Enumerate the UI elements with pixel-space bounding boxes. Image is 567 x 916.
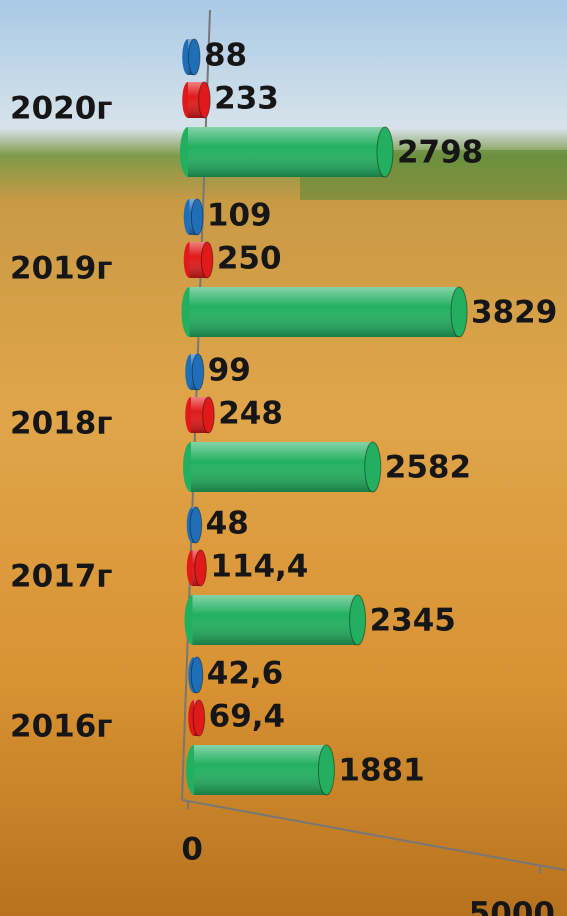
bar — [183, 198, 204, 236]
x-tick-label: 0 — [181, 832, 203, 868]
bar-cap — [190, 656, 204, 694]
bar-cap — [192, 699, 206, 737]
value-label: 48 — [206, 506, 249, 542]
value-label: 42,6 — [207, 656, 284, 692]
bar — [183, 441, 382, 493]
bar-shade — [192, 595, 358, 645]
value-label: 248 — [218, 396, 283, 432]
bar-cap — [189, 506, 203, 544]
value-label: 2798 — [397, 135, 483, 171]
category-label: 2019г — [10, 251, 112, 287]
bar-cap — [364, 441, 382, 493]
bar-cap — [317, 744, 335, 796]
value-label: 99 — [208, 353, 251, 389]
value-label: 250 — [217, 241, 282, 277]
bar — [186, 506, 203, 544]
value-label: 233 — [214, 81, 279, 117]
bar — [188, 699, 206, 737]
bar — [184, 594, 367, 646]
bar — [182, 38, 201, 76]
value-label: 88 — [204, 38, 247, 74]
bar-cap — [200, 241, 214, 279]
value-label: 114,4 — [210, 549, 308, 585]
bar-shade — [194, 745, 327, 795]
axis-floor — [181, 799, 566, 871]
bar-cap — [202, 396, 215, 434]
value-label: 109 — [207, 198, 272, 234]
value-label: 2345 — [370, 603, 456, 639]
bar-cap — [187, 38, 201, 76]
bar — [185, 396, 215, 434]
bar — [181, 286, 468, 338]
bar — [188, 656, 204, 694]
value-label: 1881 — [338, 753, 424, 789]
value-label: 69,4 — [209, 699, 285, 735]
bar-cap — [450, 286, 468, 338]
bar-shade — [188, 127, 385, 177]
category-label: 2017г — [10, 559, 112, 595]
category-label: 2018г — [10, 406, 112, 442]
x-tick-label: 5000 — [469, 896, 555, 916]
value-label: 3829 — [471, 295, 557, 331]
bar-cap — [191, 353, 205, 391]
bar-cap — [190, 198, 204, 236]
bar — [186, 549, 207, 587]
bar — [185, 353, 205, 391]
bar-cap — [376, 126, 394, 178]
bar — [182, 81, 211, 119]
bar-cap — [194, 549, 207, 587]
category-label: 2016г — [10, 709, 112, 745]
bar-cap — [349, 594, 367, 646]
bar — [186, 744, 335, 796]
bar-shade — [189, 287, 460, 337]
value-label: 2582 — [385, 450, 471, 486]
category-label: 2020г — [10, 91, 112, 127]
bar — [180, 126, 394, 178]
bar-cap — [198, 81, 211, 119]
bar — [183, 241, 214, 279]
plot: 2020г 2019г 2018г 2017г 2016г 88 109 99 48 42,6 23… — [10, 38, 557, 916]
bar-shade — [191, 442, 373, 492]
